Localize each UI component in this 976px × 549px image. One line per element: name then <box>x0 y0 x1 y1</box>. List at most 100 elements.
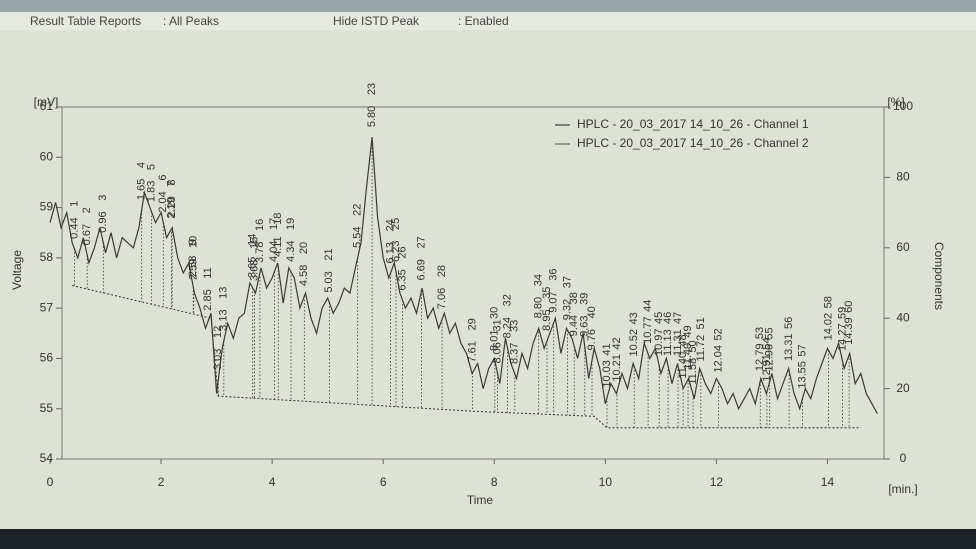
peak-time-label: 2.20 <box>166 196 178 217</box>
y-tick-label: 59 <box>40 200 54 214</box>
x-axis-unit: [min.] <box>888 482 917 496</box>
peak-number-label: 25 <box>390 218 402 230</box>
peak-number-label: 18 <box>272 213 284 225</box>
y2-tick-label: 20 <box>896 381 910 395</box>
peak-number-label: 3 <box>97 195 109 201</box>
peak-time-label: 11.58 <box>687 358 699 385</box>
peak-number-label: 59 <box>836 307 848 319</box>
peak-number-label: 20 <box>298 242 310 254</box>
peak-number-label: 35 <box>541 287 553 299</box>
peak-time-label: 4.34 <box>285 241 297 262</box>
peak-number-label: 44 <box>642 300 654 312</box>
peak-time-label: 5.80 <box>366 106 378 127</box>
peak-number-label: 54 <box>761 337 773 349</box>
report-label: Result Table Reports <box>30 14 141 28</box>
peak-time-label: 13.55 <box>796 361 808 389</box>
peak-time-label: 11.72 <box>695 335 707 362</box>
peak-number-label: 38 <box>568 292 580 304</box>
peak-number-label: 55 <box>764 327 776 339</box>
peak-number-label: 16 <box>254 219 266 231</box>
peak-number-label: 45 <box>653 312 665 324</box>
plot-frame <box>61 106 885 460</box>
peak-number-label: 43 <box>628 312 640 324</box>
peak-time-label: 9.76 <box>586 329 598 350</box>
y-tick-label: 54 <box>40 451 54 465</box>
taskbar <box>0 529 976 549</box>
y2-axis-unit: [%] <box>887 95 904 109</box>
peak-number-label: 4 <box>136 162 148 168</box>
y2-tick-label: 100 <box>893 99 913 113</box>
peak-number-label: 46 <box>662 312 674 324</box>
peak-time-label: 11.49 <box>682 343 694 370</box>
peak-number-label: 58 <box>822 296 834 308</box>
peak-time-label: 13.31 <box>783 333 795 361</box>
peak-time-label: 9.63 <box>579 315 591 336</box>
peak-number-label: 31 <box>492 319 504 331</box>
y-tick-label: 55 <box>40 401 54 415</box>
peak-time-label: 10.97 <box>653 328 665 356</box>
peak-number-label: 40 <box>586 306 598 318</box>
y-tick-label: 61 <box>40 99 54 113</box>
peak-time-label: 9.44 <box>568 315 580 336</box>
peak-number-label: 7 <box>166 181 178 187</box>
y-tick-label: 56 <box>40 351 54 365</box>
legend-label: HPLC - 20_03_2017 14_10_26 - Channel 2 <box>577 136 809 150</box>
peak-number-label: 47 <box>672 312 684 324</box>
peak-time-label: 3.68 <box>248 260 260 281</box>
peak-number-label: 60 <box>843 301 855 313</box>
title-bar <box>0 0 976 12</box>
peak-time-label: 2.59 <box>188 259 200 280</box>
legend-label: HPLC - 20_03_2017 14_10_26 - Channel 1 <box>577 117 809 131</box>
peak-number-label: 17 <box>268 218 280 230</box>
peak-time-label: 12.96 <box>764 344 776 372</box>
signal-line <box>49 137 878 414</box>
peak-number-label: 48 <box>677 334 689 346</box>
x-tick-label: 2 <box>158 475 165 489</box>
peak-time-label: 8.06 <box>492 342 504 363</box>
peak-time-label: 3.78 <box>254 242 266 263</box>
peak-number-label: 32 <box>502 294 514 306</box>
peak-time-label: 8.37 <box>509 343 521 364</box>
x-tick-label: 0 <box>47 475 54 489</box>
peak-time-label: 12.04 <box>713 345 725 373</box>
peak-time-label: 10.77 <box>642 316 654 344</box>
peak-time-label: 14.02 <box>822 313 834 341</box>
peak-number-label: 41 <box>601 343 613 355</box>
peak-time-label: 6.23 <box>390 241 402 262</box>
peak-time-label: 0.96 <box>97 211 109 232</box>
peak-time-label: 6.35 <box>397 269 409 290</box>
peak-number-label: 33 <box>509 320 521 332</box>
peak-number-label: 52 <box>713 328 725 340</box>
peak-time-label: 8.01 <box>489 330 501 351</box>
peak-number-label: 2 <box>81 207 93 213</box>
peak-number-label: 28 <box>436 265 448 277</box>
x-axis-title: Time <box>467 493 494 507</box>
y-tick-label: 58 <box>40 250 54 264</box>
header-bar <box>0 12 976 30</box>
y-tick-label: 57 <box>40 300 54 314</box>
x-tick-label: 14 <box>821 475 835 489</box>
peak-time-label: 12.79 <box>754 344 766 372</box>
peak-time-label: 9.07 <box>548 291 560 312</box>
peak-number-label: 9 <box>187 239 199 245</box>
peak-time-label: 14.39 <box>843 317 855 345</box>
peak-time-label: 2.58 <box>187 256 199 277</box>
y-axis-title: Voltage <box>10 250 24 290</box>
peak-time-label: 10.03 <box>601 360 613 388</box>
peak-number-label: 13 <box>218 287 230 299</box>
peak-time-label: 11.40 <box>677 352 689 379</box>
peak-number-label: 24 <box>384 219 396 231</box>
peak-number-label: 57 <box>796 344 808 356</box>
peak-time-label: 6.13 <box>384 242 396 263</box>
peak-number-label: 23 <box>366 83 378 95</box>
peak-number-label: 10 <box>188 236 200 248</box>
peak-time-label: 8.80 <box>533 297 545 318</box>
peak-number-label: 11 <box>202 267 214 278</box>
peak-time-label: 4.11 <box>272 236 284 257</box>
peak-time-label: 1.83 <box>146 181 158 202</box>
peak-number-label: 42 <box>611 337 623 349</box>
peak-time-label: 8.24 <box>502 317 514 338</box>
